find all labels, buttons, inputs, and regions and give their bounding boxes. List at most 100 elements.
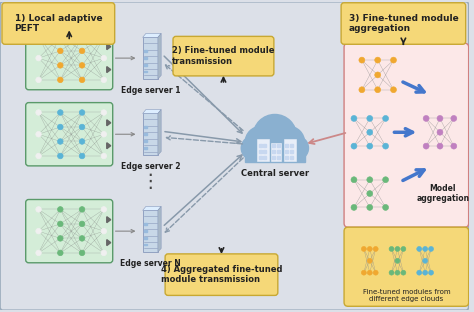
Polygon shape bbox=[143, 33, 161, 37]
Circle shape bbox=[367, 246, 372, 251]
FancyBboxPatch shape bbox=[165, 254, 278, 295]
Bar bbox=[257, 139, 269, 161]
Circle shape bbox=[79, 124, 85, 130]
Circle shape bbox=[79, 48, 85, 54]
Circle shape bbox=[79, 77, 85, 83]
Circle shape bbox=[57, 221, 63, 227]
Text: 3) Fine-tuned module
aggregation: 3) Fine-tuned module aggregation bbox=[348, 14, 458, 33]
Bar bbox=[258, 144, 262, 147]
Circle shape bbox=[367, 191, 373, 197]
Circle shape bbox=[241, 136, 265, 160]
Bar bbox=[277, 149, 280, 153]
Bar bbox=[277, 144, 280, 147]
Polygon shape bbox=[143, 210, 158, 252]
Circle shape bbox=[79, 250, 85, 256]
Circle shape bbox=[57, 139, 63, 144]
Bar bbox=[144, 244, 146, 246]
Circle shape bbox=[79, 221, 85, 227]
Bar bbox=[144, 71, 146, 72]
Bar bbox=[144, 64, 146, 66]
Bar bbox=[285, 155, 288, 159]
Circle shape bbox=[79, 236, 85, 241]
Circle shape bbox=[359, 87, 365, 93]
Circle shape bbox=[57, 63, 63, 68]
FancyBboxPatch shape bbox=[173, 37, 274, 76]
Circle shape bbox=[36, 250, 41, 256]
Circle shape bbox=[437, 129, 443, 135]
Circle shape bbox=[36, 131, 41, 137]
Circle shape bbox=[57, 207, 63, 212]
Circle shape bbox=[101, 207, 107, 212]
Circle shape bbox=[359, 57, 365, 63]
Circle shape bbox=[361, 270, 366, 275]
Text: 2) Fine-tuned module
transmission: 2) Fine-tuned module transmission bbox=[172, 46, 275, 66]
Bar bbox=[290, 149, 292, 153]
Circle shape bbox=[101, 110, 107, 115]
Circle shape bbox=[36, 228, 41, 234]
Circle shape bbox=[451, 115, 457, 121]
Polygon shape bbox=[107, 143, 111, 149]
Circle shape bbox=[351, 177, 357, 183]
FancyBboxPatch shape bbox=[344, 43, 469, 227]
Text: ⋮: ⋮ bbox=[140, 172, 160, 191]
Circle shape bbox=[389, 270, 394, 275]
Circle shape bbox=[451, 143, 457, 149]
Polygon shape bbox=[143, 110, 161, 114]
Circle shape bbox=[101, 34, 107, 39]
Circle shape bbox=[57, 124, 63, 130]
Text: 4) Aggregated fine-tuned
module transmission: 4) Aggregated fine-tuned module transmis… bbox=[161, 265, 282, 284]
Circle shape bbox=[395, 270, 400, 275]
Circle shape bbox=[79, 207, 85, 212]
Circle shape bbox=[79, 139, 85, 144]
Bar bbox=[144, 133, 146, 135]
Circle shape bbox=[389, 246, 394, 251]
Polygon shape bbox=[158, 33, 161, 79]
Circle shape bbox=[367, 204, 373, 210]
Circle shape bbox=[285, 136, 309, 160]
Bar bbox=[285, 149, 288, 153]
Polygon shape bbox=[107, 217, 111, 223]
Text: Edge server 2: Edge server 2 bbox=[120, 162, 180, 171]
Circle shape bbox=[101, 55, 107, 61]
Bar bbox=[144, 140, 146, 142]
FancyBboxPatch shape bbox=[26, 27, 113, 90]
Bar bbox=[273, 149, 275, 153]
Circle shape bbox=[391, 57, 396, 63]
Circle shape bbox=[36, 207, 41, 212]
Circle shape bbox=[367, 143, 373, 149]
Polygon shape bbox=[107, 44, 111, 50]
Bar bbox=[144, 50, 146, 52]
Polygon shape bbox=[143, 114, 158, 155]
Bar bbox=[263, 149, 266, 153]
Circle shape bbox=[36, 110, 41, 115]
Circle shape bbox=[367, 258, 372, 263]
Circle shape bbox=[391, 87, 396, 93]
Text: Fine-tuned modules from
different edge clouds: Fine-tuned modules from different edge c… bbox=[363, 289, 450, 302]
Circle shape bbox=[367, 129, 373, 135]
Bar bbox=[277, 155, 280, 159]
Text: Edge server N: Edge server N bbox=[120, 259, 181, 268]
Circle shape bbox=[101, 228, 107, 234]
Polygon shape bbox=[107, 240, 111, 246]
Circle shape bbox=[57, 77, 63, 83]
Circle shape bbox=[79, 63, 85, 68]
FancyBboxPatch shape bbox=[0, 2, 469, 310]
Polygon shape bbox=[107, 67, 111, 73]
Circle shape bbox=[36, 55, 41, 61]
FancyBboxPatch shape bbox=[2, 3, 115, 44]
Bar bbox=[273, 144, 275, 147]
Bar bbox=[290, 155, 292, 159]
Circle shape bbox=[367, 115, 373, 121]
Circle shape bbox=[101, 131, 107, 137]
Circle shape bbox=[383, 143, 389, 149]
Circle shape bbox=[57, 110, 63, 115]
Text: Edge server 1: Edge server 1 bbox=[120, 86, 180, 95]
Polygon shape bbox=[107, 120, 111, 126]
Circle shape bbox=[423, 143, 429, 149]
Bar bbox=[258, 149, 262, 153]
Circle shape bbox=[36, 153, 41, 159]
Bar bbox=[144, 57, 146, 59]
Circle shape bbox=[367, 270, 372, 275]
Circle shape bbox=[351, 115, 357, 121]
Circle shape bbox=[36, 77, 41, 83]
